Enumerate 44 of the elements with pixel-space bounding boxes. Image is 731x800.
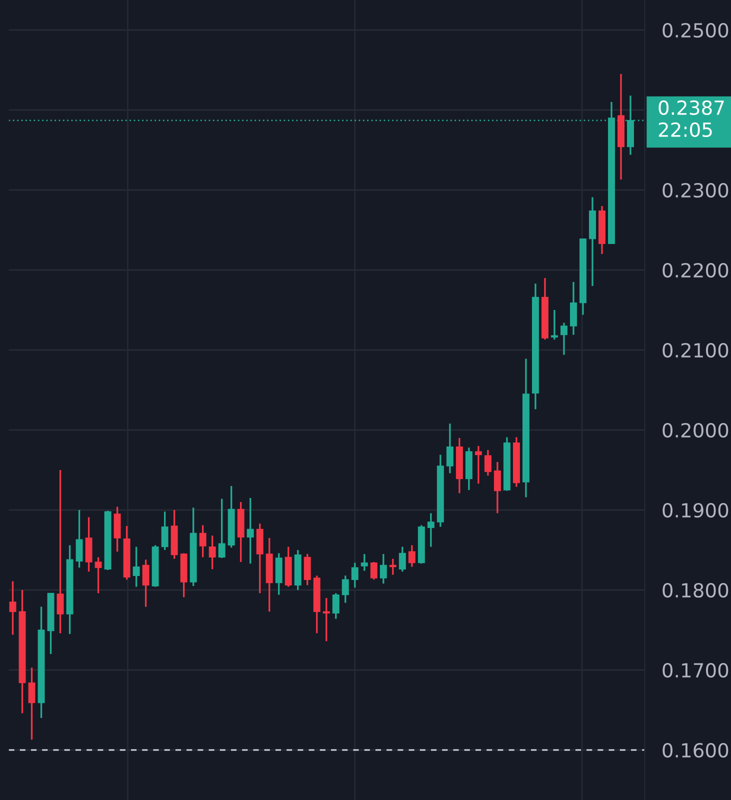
candlestick bbox=[570, 281, 577, 336]
text: 22:05 bbox=[658, 122, 712, 138]
y-tick-label: 0.1600 bbox=[662, 742, 728, 758]
candlestick bbox=[560, 322, 568, 356]
candlestick bbox=[218, 498, 226, 559]
candlestick bbox=[76, 509, 83, 568]
candlestick bbox=[380, 553, 387, 584]
candlestick bbox=[389, 558, 396, 576]
candlestick bbox=[208, 534, 216, 570]
candlestick bbox=[94, 556, 102, 594]
y-tick-label: 0.1900 bbox=[662, 502, 728, 518]
y-tick-label: 0.2500 bbox=[662, 22, 728, 38]
candlestick bbox=[360, 553, 368, 572]
candlestick bbox=[484, 449, 492, 476]
candlestick bbox=[494, 461, 501, 514]
y-tick-label: 0.2300 bbox=[662, 182, 728, 198]
candlestick bbox=[28, 666, 36, 740]
candlestick bbox=[114, 506, 121, 552]
candlestick bbox=[322, 597, 330, 642]
candlestick bbox=[56, 469, 64, 634]
ref-line-label: 0.2387 bbox=[658, 100, 724, 116]
candlestick bbox=[161, 510, 168, 551]
candlestick bbox=[304, 553, 311, 586]
candlestick bbox=[550, 309, 558, 340]
y-tick-label: 0.2100 bbox=[662, 342, 728, 358]
candlestick bbox=[142, 558, 150, 608]
candlestick bbox=[246, 497, 254, 564]
candlestick bbox=[474, 445, 482, 484]
candlestick bbox=[342, 574, 349, 604]
candlestick bbox=[446, 422, 454, 474]
candlestick bbox=[85, 516, 92, 572]
y-tick-label: 0.1800 bbox=[662, 582, 728, 598]
candlestick bbox=[408, 544, 416, 568]
y-tick-label: 0.2200 bbox=[662, 262, 728, 278]
candlestick bbox=[370, 561, 378, 580]
candlestick bbox=[132, 546, 140, 588]
candlestick bbox=[398, 546, 406, 572]
candlestick bbox=[9, 580, 16, 636]
y-tick-label: 0.2000 bbox=[662, 422, 728, 438]
y-tick-label: 0.1700 bbox=[662, 662, 728, 678]
candlestick bbox=[351, 562, 358, 588]
candlestick bbox=[427, 512, 434, 548]
candlestick bbox=[332, 592, 340, 620]
candlestick bbox=[199, 524, 206, 558]
